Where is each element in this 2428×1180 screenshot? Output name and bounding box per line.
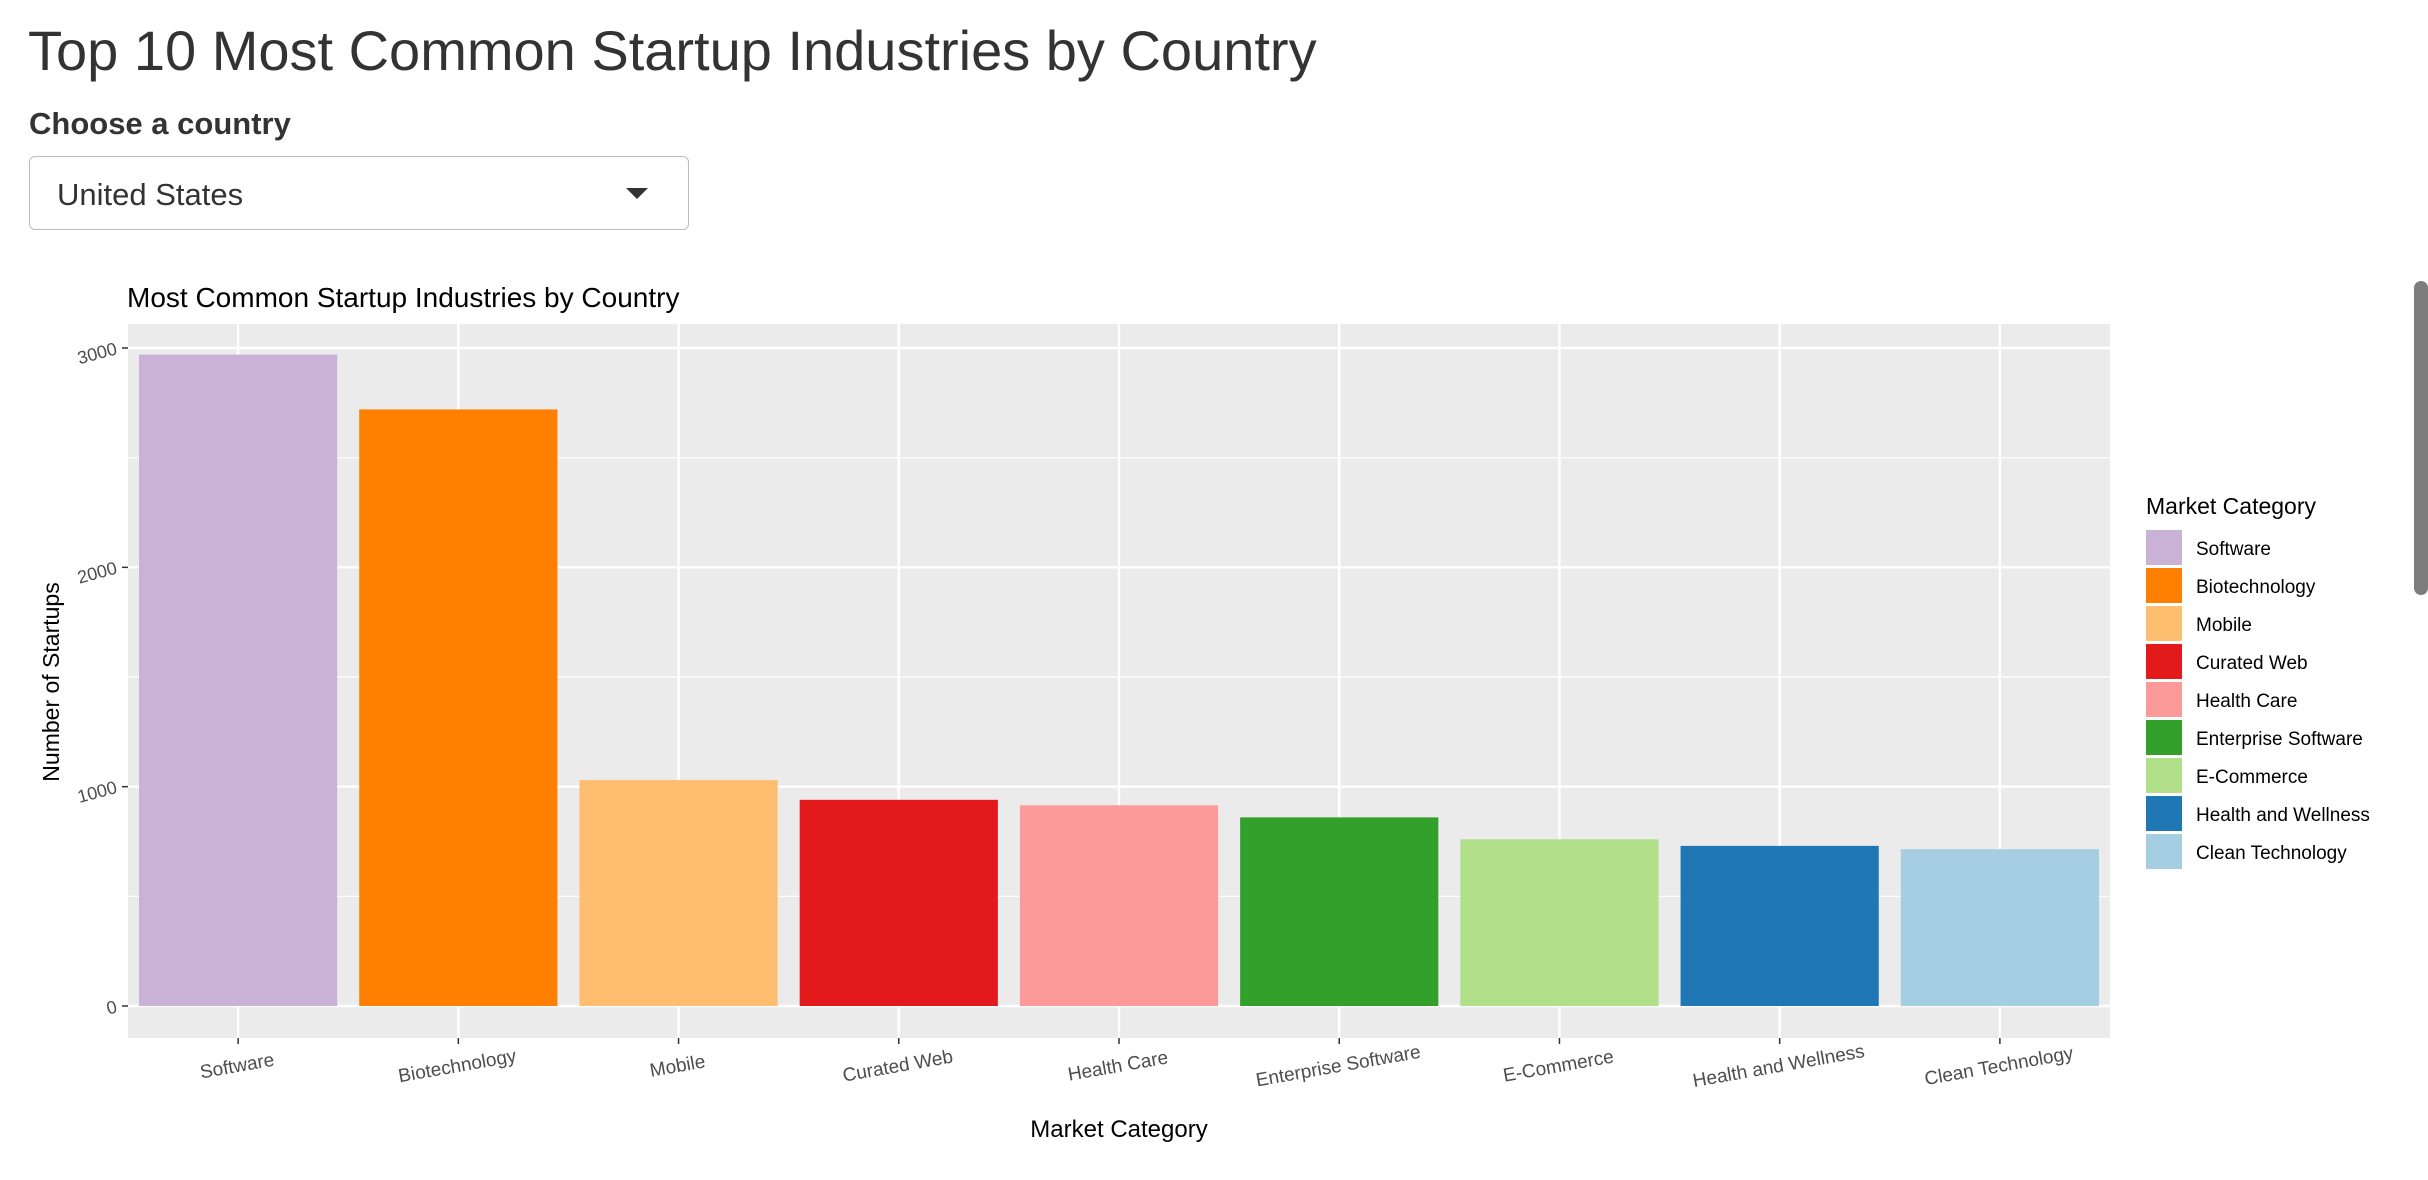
legend: Market Category Software Biotechnology Mob…	[2146, 493, 2370, 869]
legend-label: E-Commerce	[2196, 767, 2308, 788]
legend-swatch	[2146, 720, 2182, 755]
bar	[139, 354, 338, 1007]
bars	[139, 354, 2099, 1007]
legend-label: Software	[2196, 539, 2271, 560]
x-tick-label: Mobile	[648, 1051, 707, 1081]
x-axis-title: Market Category	[1030, 1116, 1207, 1143]
legend-title: Market Category	[2146, 493, 2317, 519]
chart-title: Most Common Startup Industries by Countr…	[127, 282, 679, 313]
y-axis: 0 1000 2000 3000	[75, 339, 128, 1019]
legend-label: Clean Technology	[2196, 843, 2347, 864]
legend-swatch	[2146, 606, 2182, 641]
legend-swatch	[2146, 644, 2182, 679]
country-select-value: United States	[57, 177, 244, 212]
bar	[1900, 849, 2099, 1006]
legend-swatch	[2146, 758, 2182, 793]
country-select[interactable]: United States	[29, 156, 689, 230]
y-tick-label: 0	[104, 997, 119, 1019]
legend-label: Curated Web	[2196, 653, 2308, 674]
page-title: Top 10 Most Common Startup Industries by…	[28, 19, 1317, 82]
y-axis-title: Number of Startups	[38, 582, 64, 781]
x-tick-label: Clean Technology	[1923, 1043, 2076, 1090]
legend-swatch	[2146, 530, 2182, 565]
y-tick-label: 1000	[75, 777, 119, 807]
legend-label: Biotechnology	[2196, 577, 2316, 598]
legend-swatch	[2146, 834, 2182, 869]
bar	[1680, 845, 1879, 1006]
x-tick-label: E-Commerce	[1502, 1047, 1616, 1087]
bar	[1019, 805, 1219, 1006]
x-tick-label: Health Care	[1066, 1047, 1169, 1085]
x-axis: Software Biotechnology Mobile Curated Web He…	[198, 1038, 2075, 1092]
bar	[1460, 839, 1659, 1006]
vertical-scrollbar[interactable]	[2414, 281, 2428, 595]
y-tick-label: 3000	[75, 339, 119, 369]
bar	[1240, 817, 1439, 1006]
x-tick-label: Biotechnology	[397, 1046, 519, 1087]
bar	[799, 799, 998, 1006]
bar	[359, 409, 558, 1006]
bar	[579, 780, 778, 1006]
legend-swatch	[2146, 682, 2182, 717]
chevron-down-icon	[626, 188, 648, 199]
legend-swatch	[2146, 796, 2182, 831]
x-tick-label: Health and Wellness	[1691, 1041, 1866, 1092]
country-select-label: Choose a country	[29, 106, 291, 141]
legend-label: Mobile	[2196, 615, 2252, 636]
legend-label: Enterprise Software	[2196, 729, 2363, 750]
y-tick-label: 2000	[75, 558, 119, 588]
legend-label: Health and Wellness	[2196, 805, 2370, 826]
x-tick-label: Enterprise Software	[1254, 1042, 1422, 1092]
x-tick-label: Curated Web	[841, 1047, 955, 1087]
legend-swatch	[2146, 568, 2182, 603]
x-tick-label: Software	[198, 1050, 275, 1084]
legend-label: Health Care	[2196, 691, 2297, 712]
